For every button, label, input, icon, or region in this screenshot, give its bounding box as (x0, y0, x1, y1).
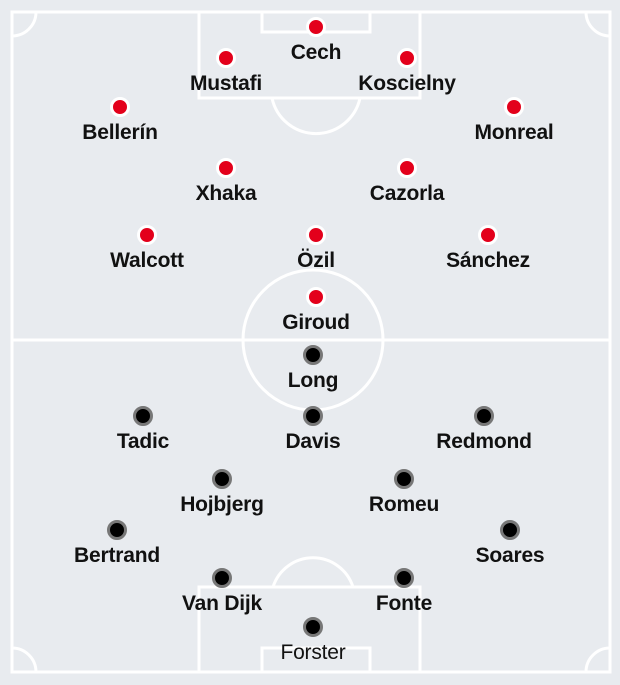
player-name: Cech (290, 41, 342, 64)
player-dot (212, 469, 232, 489)
player-dot (133, 406, 153, 426)
player-dot (303, 406, 323, 426)
player-dot (397, 158, 417, 178)
player-name: Forster (280, 641, 346, 664)
player-dot (107, 520, 127, 540)
player-name: Özil (297, 249, 335, 272)
corner-arc (584, 11, 611, 38)
player-name: Xhaka (195, 182, 257, 205)
player-name: Sánchez (446, 249, 530, 272)
player-name: Redmond (436, 430, 532, 453)
player-name: Fonte (375, 592, 433, 615)
player-dot (216, 48, 236, 68)
player-dot (306, 17, 326, 37)
player-dot (212, 568, 232, 588)
bottom-penalty-arc (271, 556, 355, 588)
player-dot (137, 225, 157, 245)
player-name: Davis (285, 430, 341, 453)
player-dot (110, 97, 130, 117)
player-name: Tadic (116, 430, 170, 453)
player-dot (474, 406, 494, 426)
top-penalty-arc (270, 97, 362, 136)
player-dot (306, 225, 326, 245)
bottom-goal-box (260, 646, 372, 674)
player-dot (394, 568, 414, 588)
player-name: Monreal (474, 121, 554, 144)
player-name: Hojbjerg (180, 493, 264, 516)
player-name: Giroud (282, 311, 350, 334)
player-name: Mustafi (189, 72, 263, 95)
player-dot (394, 469, 414, 489)
player-name: Romeu (368, 493, 440, 516)
player-dot (216, 158, 236, 178)
corner-arc (11, 646, 38, 673)
player-name: Cazorla (369, 182, 445, 205)
player-dot (504, 97, 524, 117)
player-name: Long (287, 369, 339, 392)
corner-arc (584, 646, 611, 673)
player-dot (478, 225, 498, 245)
player-name: Koscielny (358, 72, 456, 95)
player-dot (397, 48, 417, 68)
player-dot (303, 345, 323, 365)
player-name: Walcott (110, 249, 184, 272)
player-dot (500, 520, 520, 540)
player-dot (303, 617, 323, 637)
player-name: Bellerín (82, 121, 158, 144)
player-name: Soares (475, 544, 545, 567)
player-name: Van Dijk (181, 592, 263, 615)
player-name: Bertrand (74, 544, 160, 567)
player-dot (306, 287, 326, 307)
corner-arc (11, 11, 38, 38)
